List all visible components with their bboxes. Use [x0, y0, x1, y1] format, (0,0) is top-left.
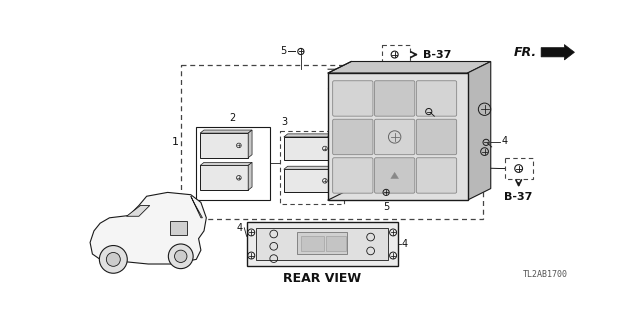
- Polygon shape: [248, 162, 252, 190]
- Bar: [301, 236, 324, 251]
- Bar: [284, 137, 334, 160]
- Polygon shape: [200, 162, 252, 165]
- Polygon shape: [334, 166, 338, 192]
- Bar: [170, 221, 187, 235]
- Polygon shape: [248, 130, 252, 158]
- Text: 1: 1: [172, 137, 179, 147]
- Text: 4: 4: [502, 136, 508, 146]
- Bar: [256, 228, 388, 260]
- Polygon shape: [284, 134, 338, 137]
- Text: FR.: FR.: [514, 46, 537, 59]
- Text: 4: 4: [402, 239, 408, 249]
- Bar: [284, 169, 334, 192]
- Polygon shape: [191, 196, 202, 218]
- FancyBboxPatch shape: [333, 119, 373, 155]
- FancyBboxPatch shape: [374, 119, 415, 155]
- Bar: [200, 133, 248, 158]
- Text: TL2AB1700: TL2AB1700: [524, 270, 568, 279]
- Polygon shape: [334, 134, 338, 160]
- Circle shape: [175, 250, 187, 262]
- Polygon shape: [90, 192, 206, 264]
- Text: 2: 2: [230, 113, 236, 123]
- Bar: [200, 165, 248, 190]
- Bar: [328, 73, 467, 200]
- Bar: [246, 222, 397, 266]
- FancyBboxPatch shape: [417, 158, 457, 193]
- Bar: [297, 232, 348, 254]
- Text: B-37: B-37: [422, 50, 451, 60]
- Bar: [196, 127, 270, 200]
- Circle shape: [168, 244, 193, 268]
- Text: REAR VIEW: REAR VIEW: [283, 273, 361, 285]
- FancyBboxPatch shape: [374, 158, 415, 193]
- FancyBboxPatch shape: [374, 81, 415, 116]
- Circle shape: [99, 245, 127, 273]
- Polygon shape: [127, 205, 150, 216]
- FancyBboxPatch shape: [417, 119, 457, 155]
- Bar: [326, 236, 346, 251]
- FancyBboxPatch shape: [417, 81, 457, 116]
- Circle shape: [106, 252, 120, 266]
- Text: 3: 3: [282, 117, 287, 127]
- Polygon shape: [391, 172, 399, 179]
- Bar: [280, 131, 344, 204]
- Text: 5: 5: [383, 202, 389, 212]
- Bar: [382, 44, 410, 65]
- Text: 4: 4: [444, 105, 451, 115]
- Text: 5: 5: [280, 46, 286, 57]
- Polygon shape: [200, 130, 252, 133]
- Polygon shape: [284, 166, 338, 169]
- FancyBboxPatch shape: [333, 81, 373, 116]
- Bar: [180, 65, 483, 219]
- Polygon shape: [541, 44, 575, 60]
- Bar: [505, 158, 532, 179]
- Text: 4: 4: [237, 223, 243, 233]
- Polygon shape: [467, 61, 491, 200]
- FancyBboxPatch shape: [333, 158, 373, 193]
- Text: B-37: B-37: [504, 192, 533, 203]
- Polygon shape: [328, 61, 491, 73]
